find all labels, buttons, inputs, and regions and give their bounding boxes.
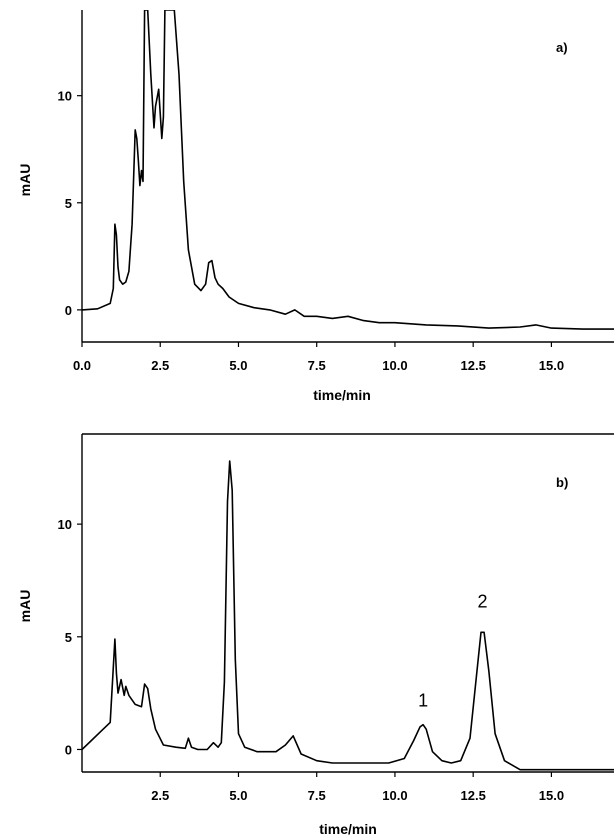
panel-a-y-axis-title: mAU	[17, 164, 33, 197]
panel-b-x-tick-label: 5.0	[229, 788, 247, 803]
panel-a-label: a)	[556, 40, 568, 55]
panel-b-peak-label-1: 1	[418, 691, 428, 711]
panel-a-x-tick-label: 12.5	[461, 358, 486, 373]
panel-b-label: b)	[556, 475, 568, 490]
panel-b-y-tick-label: 5	[65, 630, 72, 645]
chromatogram-panel-a: a) mAU time/min 0.0 2.5 5.0 7.5 10.0 12.5 15.0…	[17, 10, 614, 403]
panel-a-x-axis-title: time/min	[313, 387, 371, 403]
panel-a-x-tick-label: 7.5	[308, 358, 326, 373]
panel-b-x-tick-label: 10.0	[382, 788, 407, 803]
panel-a-y-tick-label: 5	[65, 196, 72, 211]
panel-a-x-tick-label: 10.0	[382, 358, 407, 373]
chromatogram-panel-b: b) mAU time/min 2.5 5.0 7.5 10.0 12.5 15.0 0 5 1…	[17, 433, 614, 837]
panel-a-x-tick-label: 5.0	[229, 358, 247, 373]
panel-a-x-tick-label: 0.0	[73, 358, 91, 373]
panel-a-x-tick-label: 2.5	[151, 358, 169, 373]
panel-b-chromatogram-trace	[82, 460, 614, 771]
panel-b-x-tick-label: 2.5	[151, 788, 169, 803]
panel-b-y-tick-label: 10	[58, 517, 72, 532]
panel-a-chromatogram-trace	[82, 10, 614, 330]
panel-b-x-tick-label: 15.0	[539, 788, 564, 803]
panel-b-x-axis-title: time/min	[319, 821, 377, 837]
panel-b-y-axis-title: mAU	[17, 590, 33, 623]
panel-b-peak-label-2: 2	[478, 592, 488, 612]
panel-a-y-tick-label: 10	[58, 89, 72, 104]
panel-a-y-tick-label: 0	[65, 303, 72, 318]
panel-b-y-tick-label: 0	[65, 742, 72, 757]
panel-a-x-tick-label: 15.0	[539, 358, 564, 373]
panel-b-x-tick-label: 7.5	[308, 788, 326, 803]
panel-b-x-tick-label: 12.5	[461, 788, 486, 803]
